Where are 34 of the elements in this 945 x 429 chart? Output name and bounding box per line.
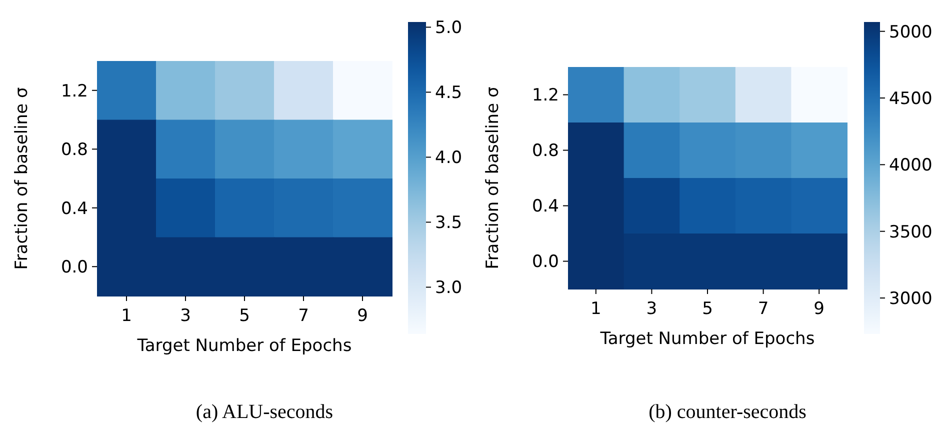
x-tick-label: 1 [121,306,132,326]
y-tick-label: 0.0 [60,258,88,278]
x-tick-label: 5 [702,299,713,319]
y-tick-label: 0.8 [532,141,559,162]
color-bar-label: 4.5 [435,83,462,104]
color-bar-label: 3500 [889,222,932,242]
y-tick-label: 0.0 [532,252,559,272]
x-tick-label: 7 [298,306,309,326]
x-tick-label: 5 [239,306,250,326]
color-bar-label: 3.0 [435,278,462,298]
color-bar-label: 4000 [889,156,932,176]
color-bar-label: 4500 [889,88,932,109]
y-tick-label: 1.2 [532,86,559,106]
color-bar-label: 5000 [889,22,932,42]
x-tick-label: 9 [814,299,825,319]
y-tick-label: 0.8 [60,140,88,160]
color-bar-label: 3000 [889,288,932,309]
y-tick-label: 0.4 [532,196,559,217]
x-axis-title: Target Number of Epochs [599,329,815,349]
y-axis-title: Fraction of baseline σ [483,86,503,270]
x-tick-label: 7 [758,299,769,319]
y-tick-label: 1.2 [60,81,88,102]
color-bar-label: 4.0 [435,148,462,168]
text: (b) counter-seconds [648,401,807,423]
text: (a) ALU-seconds [196,401,334,423]
y-tick-label: 0.4 [60,198,88,219]
x-axis-title: Target Number of Epochs [136,336,352,356]
x-tick-label: 9 [357,306,368,326]
x-tick-label: 3 [646,299,658,319]
x-tick-label: 1 [590,299,602,319]
x-tick-label: 3 [180,306,191,326]
color-bar-label: 3.5 [435,213,462,234]
color-bar-label: 5.0 [435,18,462,38]
y-axis-title: Fraction of baseline σ [12,87,32,270]
